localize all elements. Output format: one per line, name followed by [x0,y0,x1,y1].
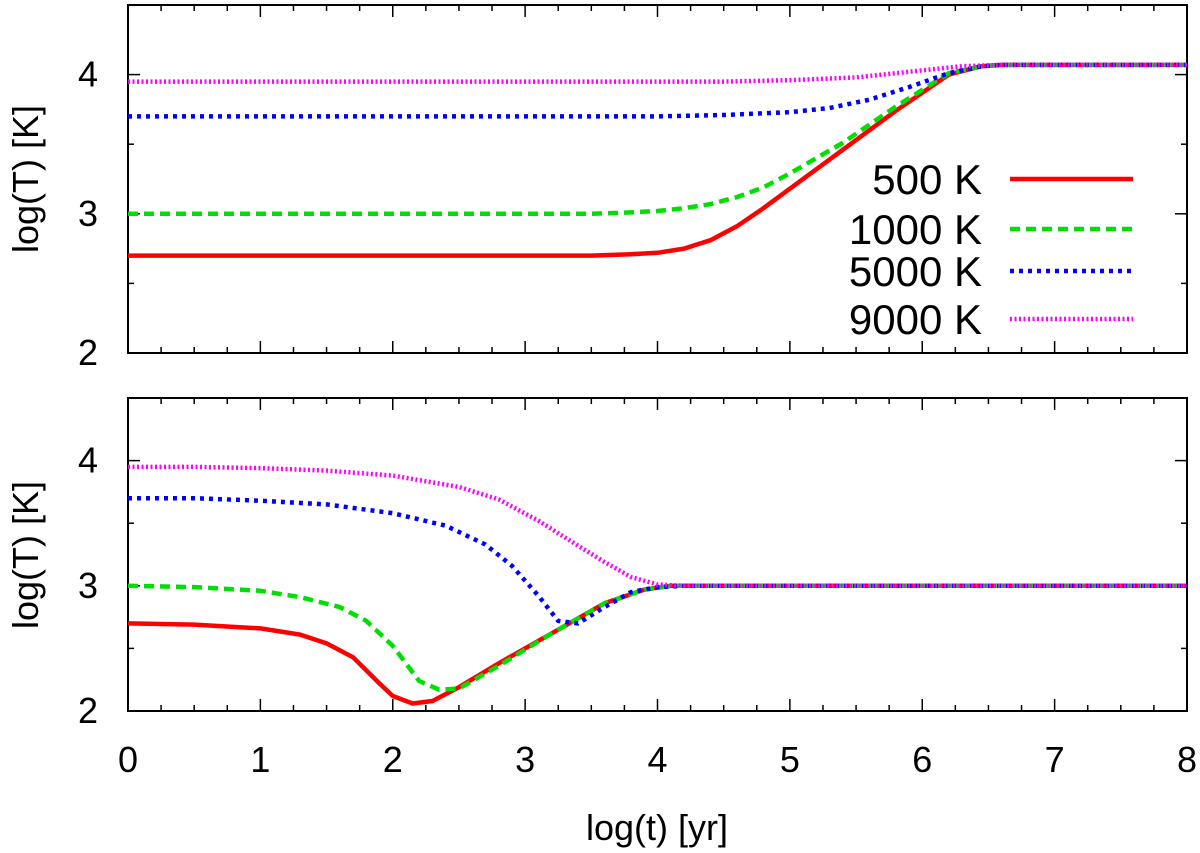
top-series-1000-k [128,62,1187,217]
bottom-plot-frame [127,397,1188,712]
bottom-y-tick-label: 2 [78,690,98,731]
legend-label: 5000 K [849,248,982,295]
bottom-ticks [127,397,1188,712]
bottom-y-axis-label: log(T) [K] [5,481,46,629]
bottom-series-5000-k [128,495,1187,626]
x-tick-label: 1 [250,739,270,780]
x-tick-label: 4 [647,739,667,780]
x-tick-label: 3 [515,739,535,780]
bottom-y-tick-label: 3 [78,565,98,606]
bottom-y-tick-labels: 2 3 4 [78,440,98,731]
x-tick-label: 2 [383,739,403,780]
top-series-lines [128,62,1187,258]
x-tick-labels: 0 1 2 3 4 5 6 7 8 [118,739,1197,780]
bottom-y-tick-label: 4 [78,440,98,481]
top-y-tick-label: 2 [78,332,98,373]
x-axis-label: log(t) [yr] [586,807,728,848]
x-tick-label: 8 [1177,739,1197,780]
x-tick-label: 6 [912,739,932,780]
x-tick-label: 5 [780,739,800,780]
x-tick-label: 0 [118,739,138,780]
top-y-axis-label: log(T) [K] [5,105,46,253]
top-series-500-k [128,62,1187,258]
top-y-tick-labels: 2 3 4 [78,54,98,373]
top-ticks [127,4,1188,354]
top-y-tick-label: 3 [78,193,98,234]
bottom-panel: 2 3 4 log(T) [K] 0 1 2 3 4 5 6 7 8 log(t) [yr] [5,397,1197,848]
legend-label: 500 K [872,156,982,203]
bottom-series-9000-k [128,464,1187,589]
legend-label: 1000 K [849,206,982,253]
bottom-series-1000-k [127,583,1187,692]
legend-label: 9000 K [849,296,982,343]
bottom-series-500-k [127,583,1187,706]
top-series-9000-k [128,62,1187,84]
top-y-tick-label: 4 [78,54,98,95]
top-series-5000-k [128,62,1187,119]
bottom-series-lines [127,464,1187,706]
x-tick-label: 7 [1045,739,1065,780]
